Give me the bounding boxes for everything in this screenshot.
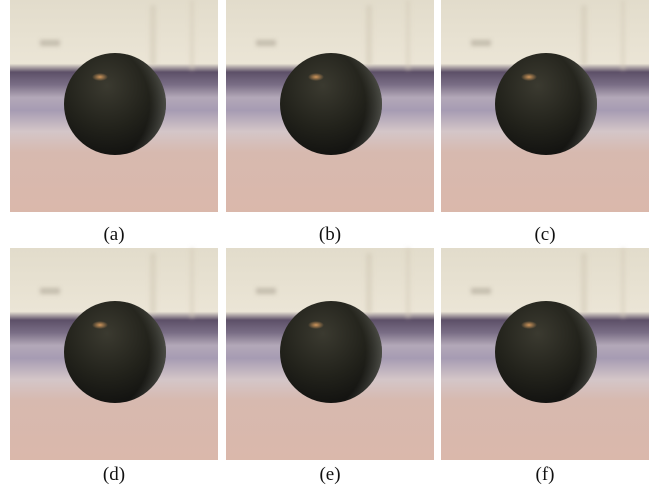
wall-panel xyxy=(581,253,587,313)
panel xyxy=(226,0,434,212)
caption: (b) xyxy=(319,224,341,245)
highlight xyxy=(308,321,324,329)
sphere-rim xyxy=(280,301,382,403)
scene xyxy=(471,0,625,70)
sphere-rim xyxy=(64,301,166,403)
wall-panel xyxy=(150,253,156,313)
panel xyxy=(10,248,218,460)
wall-panel xyxy=(150,5,156,65)
sphere-rim xyxy=(64,53,166,155)
panel xyxy=(441,0,649,212)
wall-panel xyxy=(190,248,194,318)
sphere-rim xyxy=(280,53,382,155)
wall-panel xyxy=(621,248,625,318)
sphere-rim xyxy=(495,301,597,403)
wall-panel xyxy=(40,288,60,294)
wall-panel xyxy=(406,248,410,318)
highlight xyxy=(521,73,537,81)
scene xyxy=(40,248,194,318)
highlight xyxy=(92,321,108,329)
panel xyxy=(10,0,218,212)
scene xyxy=(471,248,625,318)
wall-panel xyxy=(406,0,410,70)
panel xyxy=(226,248,434,460)
scene xyxy=(256,248,410,318)
wall-panel xyxy=(40,40,60,46)
panel xyxy=(441,248,649,460)
wall-panel xyxy=(256,288,276,294)
wall-panel xyxy=(366,253,372,313)
wall-panel xyxy=(581,5,587,65)
wall-panel xyxy=(621,0,625,70)
wall-panel xyxy=(190,0,194,70)
caption: (e) xyxy=(319,464,340,485)
wall-panel xyxy=(471,40,491,46)
sphere-rim xyxy=(495,53,597,155)
wall-panel xyxy=(366,5,372,65)
wall-panel xyxy=(471,288,491,294)
caption: (a) xyxy=(103,224,124,245)
caption: (f) xyxy=(536,464,555,485)
highlight xyxy=(521,321,537,329)
scene xyxy=(40,0,194,70)
caption: (d) xyxy=(103,464,125,485)
caption: (c) xyxy=(534,224,555,245)
scene xyxy=(256,0,410,70)
highlight xyxy=(92,73,108,81)
wall-panel xyxy=(256,40,276,46)
highlight xyxy=(308,73,324,81)
